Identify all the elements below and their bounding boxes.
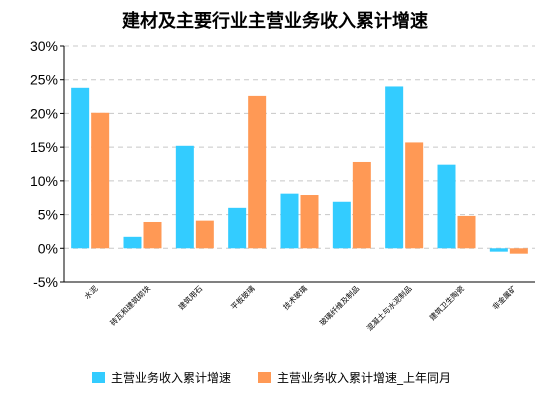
bar-prior-year-3 (248, 95, 267, 249)
y-tick-label: 10% (30, 173, 58, 189)
bar-current-0 (71, 87, 90, 249)
x-tick-label: 建筑卫生陶瓷 (427, 283, 466, 322)
bar-current-1 (123, 236, 142, 249)
bar-prior-year-1 (143, 221, 162, 249)
bar-prior-year-0 (91, 112, 110, 249)
bar-current-7 (437, 164, 456, 249)
y-tick-label: 30% (30, 38, 58, 54)
x-tick-label: 建筑用石 (176, 283, 205, 312)
legend-swatch (92, 372, 105, 383)
y-tick-label: 5% (38, 207, 58, 223)
bar-prior-year-2 (195, 220, 214, 249)
x-tick-label: 混凝土与水泥制品 (364, 283, 413, 332)
legend-swatch (258, 372, 271, 383)
x-tick-label: 水泥 (82, 283, 100, 301)
x-tick-label: 非金属矿 (490, 283, 519, 312)
y-tick-label: 15% (30, 139, 58, 155)
bar-current-2 (175, 145, 194, 249)
y-tick-label: 20% (30, 105, 58, 121)
bar-current-6 (385, 86, 404, 249)
chart-title: 建材及主要行业主营业务收入累计增速 (122, 10, 428, 32)
y-tick-label: -5% (33, 274, 58, 290)
bars (71, 86, 528, 254)
x-tick-label: 砖瓦和建筑砌块 (108, 283, 153, 328)
bar-current-3 (228, 207, 247, 249)
y-tick-label: 0% (38, 240, 58, 256)
y-axis-ticks: 30% 25% 20% 15% 10% 5% 0% -5% (30, 38, 64, 290)
legend-label: 主营业务收入累计增速_上年同月 (277, 370, 451, 385)
x-axis-ticks: 水泥 砖瓦和建筑砌块 建筑用石 平板玻璃 技术玻璃 玻璃纤维及制品 混凝土与水泥制品 建筑卫生… (82, 283, 519, 333)
bar-prior-year-5 (352, 161, 371, 249)
legend: 主营业务收入累计增速 主营业务收入累计增速_上年同月 (92, 370, 451, 385)
x-tick-label: 玻璃纤维及制品 (317, 283, 361, 327)
bar-current-5 (332, 201, 351, 249)
bar-current-8 (489, 248, 508, 252)
bar-prior-year-8 (509, 248, 528, 254)
x-tick-label: 平板玻璃 (228, 283, 257, 312)
bar-current-4 (280, 193, 299, 249)
legend-label: 主营业务收入累计增速 (111, 370, 231, 385)
bar-prior-year-7 (457, 215, 476, 249)
bar-prior-year-6 (405, 142, 424, 249)
bar-prior-year-4 (300, 195, 319, 249)
y-tick-label: 25% (30, 72, 58, 88)
x-tick-label: 技术玻璃 (281, 283, 310, 312)
